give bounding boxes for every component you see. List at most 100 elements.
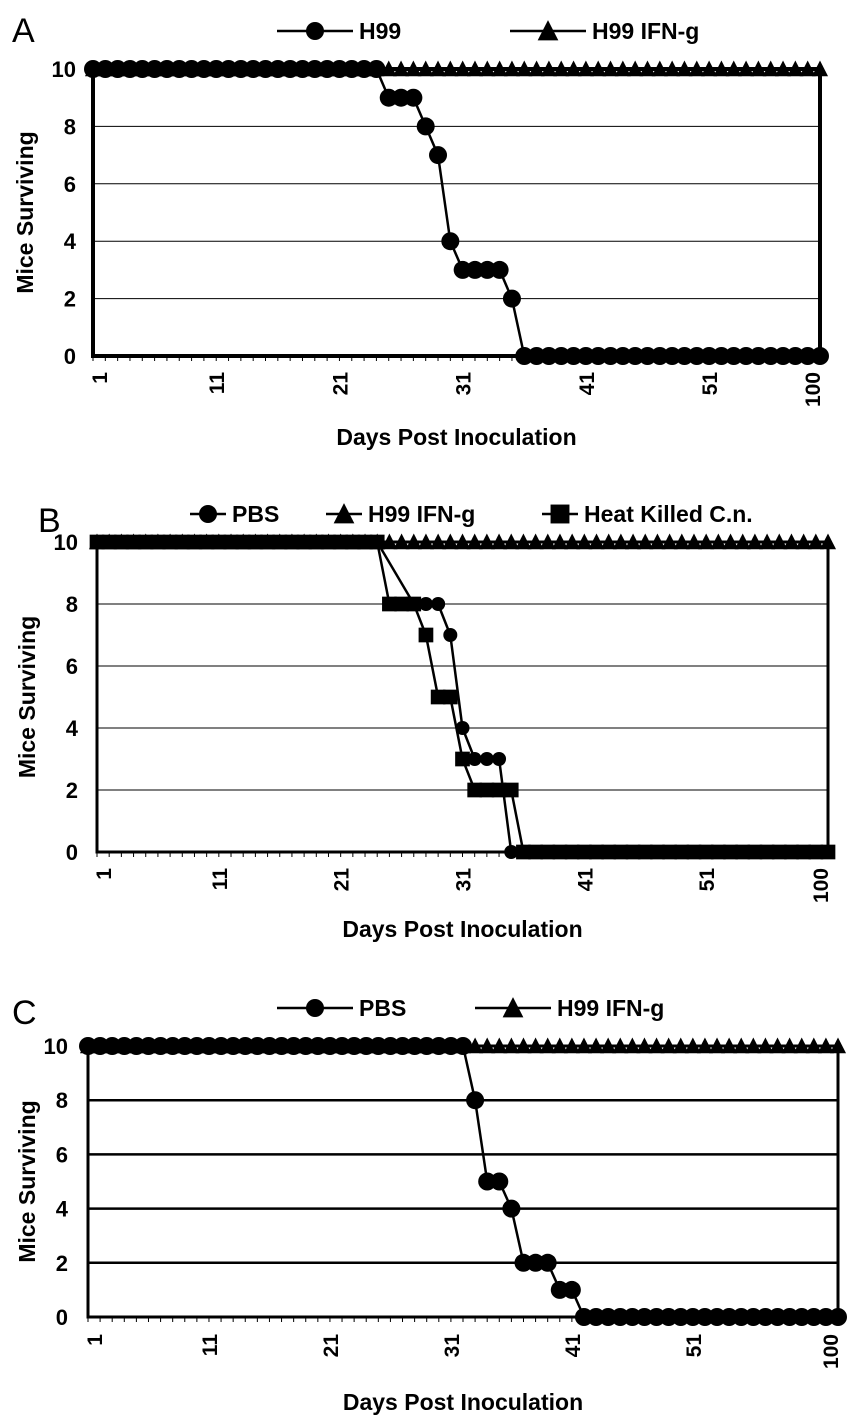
data-point [712, 347, 731, 365]
data-point [429, 60, 447, 77]
legend-marker [537, 20, 559, 41]
data-point [590, 60, 607, 77]
data-point [576, 844, 592, 860]
data-point [92, 1037, 109, 1054]
data-point [369, 534, 385, 550]
data-point [261, 1037, 278, 1054]
data-point [306, 60, 323, 77]
data-point [734, 533, 751, 550]
data-point [208, 60, 225, 77]
x-tick-label: 11 [209, 868, 232, 891]
data-point [589, 347, 608, 365]
data-point [722, 533, 739, 550]
data-point [213, 1037, 230, 1054]
data-point [116, 1037, 133, 1054]
data-point [807, 533, 824, 550]
data-point [750, 60, 767, 77]
data-point [687, 347, 706, 365]
data-point [528, 60, 545, 77]
data-point [721, 1037, 738, 1054]
data-point [465, 260, 484, 279]
data-point [171, 60, 188, 77]
y-tick-label: 2 [66, 778, 78, 803]
legend-marker [550, 504, 570, 524]
data-point [249, 1037, 266, 1054]
data-point [820, 844, 836, 860]
data-point [787, 60, 804, 77]
legend-label: H99 IFN-g [592, 18, 699, 44]
series-line [93, 67, 820, 358]
data-point [431, 597, 446, 611]
data-point [575, 1037, 593, 1054]
data-point [134, 60, 151, 77]
data-point [257, 60, 274, 77]
data-point [662, 844, 677, 860]
data-point [562, 1280, 581, 1299]
data-point [442, 533, 459, 550]
data-point [771, 533, 788, 550]
data-point [612, 533, 629, 550]
data-point [696, 1037, 713, 1054]
data-point [675, 347, 694, 365]
data-point [796, 844, 811, 860]
data-point [455, 721, 470, 735]
data-point [454, 1037, 472, 1054]
data-point [126, 534, 141, 550]
data-point [540, 60, 557, 77]
data-point [602, 60, 619, 77]
data-point [795, 533, 812, 550]
data-point [757, 1037, 774, 1054]
plot-frame [86, 1044, 840, 1319]
data-point [612, 1037, 629, 1054]
data-point [684, 1037, 701, 1054]
data-point [418, 627, 434, 643]
data-point [128, 1037, 145, 1054]
data-point [176, 1037, 193, 1054]
y-tick-label: 4 [64, 229, 77, 254]
data-point [164, 1037, 181, 1054]
data-point [576, 533, 593, 550]
data-point [761, 347, 780, 365]
y-tick-label: 4 [56, 1197, 69, 1222]
data-point [650, 347, 669, 365]
data-point [710, 533, 727, 550]
data-point [200, 1037, 218, 1054]
data-point [711, 844, 726, 860]
data-point [491, 60, 508, 77]
data-point [492, 752, 507, 766]
series-line [97, 540, 828, 854]
legend-item: H99 IFN-g [475, 995, 664, 1021]
data-point [515, 347, 534, 365]
data-point [817, 1037, 834, 1054]
legend-label: H99 IFN-g [368, 501, 475, 527]
x-tick-label: 1 [93, 868, 116, 880]
x-tick-label: 100 [820, 1334, 843, 1369]
data-point [455, 751, 470, 767]
y-tick-label: 4 [66, 716, 79, 741]
legend-label: H99 [359, 18, 401, 44]
data-point [649, 533, 666, 550]
data-point [674, 844, 690, 860]
y-tick-label: 6 [56, 1142, 68, 1167]
data-point [417, 60, 434, 77]
x-tick-label: 100 [810, 868, 833, 903]
data-point [516, 844, 531, 860]
data-point [771, 844, 787, 860]
data-point [663, 347, 682, 365]
data-point [783, 533, 800, 550]
data-point [515, 1037, 532, 1054]
y-tick-label: 0 [56, 1305, 68, 1330]
data-point [392, 88, 411, 107]
data-point [601, 347, 620, 365]
data-point [370, 1037, 387, 1054]
data-point [577, 60, 594, 77]
data-point [331, 60, 348, 77]
data-point [723, 844, 738, 860]
data-point [637, 533, 654, 550]
data-point [491, 1037, 508, 1054]
data-point [478, 533, 495, 550]
data-point [551, 1037, 568, 1054]
series-pbs [79, 1037, 847, 1326]
